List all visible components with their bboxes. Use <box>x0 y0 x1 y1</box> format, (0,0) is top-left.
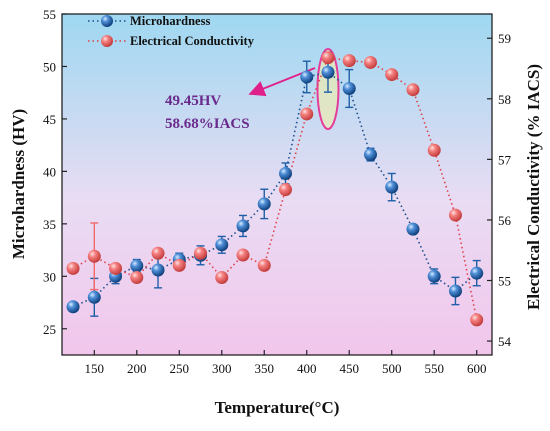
conductivity-point <box>470 313 484 327</box>
microhardness-point <box>448 284 462 298</box>
series-line-microhardness <box>72 71 478 308</box>
y-right-tick-label: 57 <box>498 152 512 167</box>
x-tick-label: 400 <box>297 361 317 376</box>
y-left-tick-label: 25 <box>43 322 56 337</box>
y-left-tick-label: 45 <box>43 112 56 127</box>
plot-background <box>62 14 492 355</box>
conductivity-point <box>215 270 229 284</box>
microhardness-point <box>470 266 484 280</box>
x-tick-label: 300 <box>212 361 232 376</box>
microhardness-point <box>66 300 80 314</box>
microhardness-point <box>300 70 314 84</box>
conductivity-point <box>257 258 271 272</box>
x-tick-label: 550 <box>424 361 444 376</box>
x-tick-label: 200 <box>127 361 147 376</box>
y-left-tick-label: 50 <box>43 59 56 74</box>
conductivity-point <box>87 249 101 263</box>
legend-marker-conductivity <box>101 35 113 47</box>
y-right-tick-label: 56 <box>498 213 512 228</box>
y-right-tick-label: 58 <box>498 92 511 107</box>
y-right-tick-label: 59 <box>498 31 511 46</box>
microhardness-point <box>427 269 441 283</box>
y-axis-title-right: Electrical Conductivity (% IACS) <box>524 64 543 310</box>
microhardness-point <box>87 290 101 304</box>
plot-frame <box>61 13 493 356</box>
microhardness-point <box>278 166 292 180</box>
x-tick-label: 500 <box>382 361 402 376</box>
conductivity-point <box>363 55 377 69</box>
legend-label-conductivity: Electrical Conductivity <box>130 34 255 48</box>
conductivity-point <box>342 54 356 68</box>
legend: Microhardness Electrical Conductivity <box>88 14 255 48</box>
y-left-tick-label: 30 <box>43 269 56 284</box>
x-tick-label: 600 <box>467 361 487 376</box>
conductivity-point <box>427 143 441 157</box>
y-left-tick-label: 35 <box>43 217 56 232</box>
microhardness-point <box>130 259 144 273</box>
microhardness-point <box>151 263 165 277</box>
microhardness-point <box>321 65 335 79</box>
x-tick-label: 250 <box>170 361 190 376</box>
y-right-tick-label: 55 <box>498 274 511 289</box>
x-tick-label: 150 <box>85 361 105 376</box>
conductivity-point <box>278 183 292 197</box>
conductivity-point <box>385 68 399 82</box>
conductivity-point <box>406 83 420 97</box>
conductivity-point <box>194 246 208 260</box>
microhardness-point <box>236 219 250 233</box>
conductivity-point <box>151 246 165 260</box>
microhardness-point <box>257 197 271 211</box>
x-tick-label: 450 <box>339 361 359 376</box>
microhardness-point <box>363 148 377 162</box>
legend-marker-microhardness <box>101 15 113 27</box>
y-axis-title-left: Microhardness (HV) <box>9 109 28 259</box>
microhardness-point <box>215 238 229 252</box>
conductivity-point <box>109 261 123 275</box>
legend-label-microhardness: Microhardness <box>130 14 210 28</box>
conductivity-point <box>172 258 186 272</box>
y-left-tick-label: 55 <box>43 7 56 22</box>
conductivity-point <box>448 208 462 222</box>
axis-layer: 150 200 250 300 350 400 450 500 550 600 25 30 35 40 45… <box>43 7 512 376</box>
annotation-line-2: 58.68%IACS <box>165 116 250 132</box>
annotation-line-1: 49.45HV <box>165 93 221 109</box>
conductivity-point <box>236 248 250 262</box>
y-right-tick-label: 54 <box>498 334 512 349</box>
x-tick-label: 350 <box>255 361 275 376</box>
conductivity-point <box>321 51 335 65</box>
microhardness-point <box>385 180 399 194</box>
series-layer <box>66 51 484 327</box>
x-axis-title: Temperature(°C) <box>215 398 340 417</box>
microhardness-point <box>406 222 420 236</box>
y-left-tick-label: 40 <box>43 164 56 179</box>
conductivity-point <box>130 270 144 284</box>
conductivity-point <box>300 107 314 121</box>
microhardness-point <box>342 81 356 95</box>
conductivity-point <box>66 261 80 275</box>
